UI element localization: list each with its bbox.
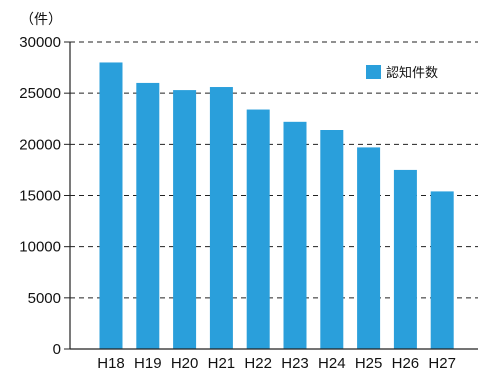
y-tick-label: 5000: [28, 290, 61, 307]
x-tick-label: H21: [208, 355, 236, 372]
x-tick-label: H20: [171, 355, 199, 372]
x-tick-label: H23: [281, 355, 309, 372]
bars: [99, 62, 454, 349]
bar-H24: [320, 130, 344, 349]
x-tick-label: H24: [318, 355, 346, 372]
x-tick-label: H26: [392, 355, 420, 372]
x-tick-label: H25: [355, 355, 383, 372]
bar-H23: [283, 121, 307, 349]
bar-H22: [246, 109, 270, 349]
bar-H27: [430, 191, 454, 349]
bar-H26: [393, 169, 417, 349]
bar-H18: [99, 62, 123, 349]
bar-H20: [173, 90, 197, 349]
y-tick-label: 0: [53, 341, 61, 358]
y-tick-label: 20000: [19, 136, 61, 153]
axes: [69, 42, 478, 350]
y-tick-label: 30000: [19, 34, 61, 51]
y-tick-label: 25000: [19, 85, 61, 102]
y-tick-label: 10000: [19, 239, 61, 256]
x-tick-label: H27: [428, 355, 456, 372]
x-tick-labels: H18 H19 H20 H21 H22 H23 H24 H25 H26 H27: [97, 355, 456, 372]
y-unit-label: （件）: [20, 12, 62, 28]
legend-swatch: [366, 65, 381, 79]
bar-H19: [136, 82, 160, 349]
x-tick-label: H19: [134, 355, 162, 372]
y-tick-labels: 0 5000 10000 15000 20000 25000 30000: [19, 34, 61, 358]
x-tick-label: H22: [244, 355, 272, 372]
y-tick-label: 15000: [19, 188, 61, 205]
bar-H21: [209, 87, 233, 349]
bar-H25: [357, 147, 381, 349]
legend: 認知件数: [366, 65, 438, 81]
legend-label: 認知件数: [386, 65, 438, 81]
x-tick-label: H18: [97, 355, 125, 372]
